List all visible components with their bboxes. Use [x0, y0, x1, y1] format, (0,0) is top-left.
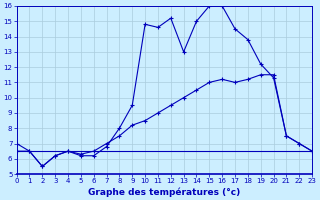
X-axis label: Graphe des températures (°c): Graphe des températures (°c): [88, 187, 241, 197]
